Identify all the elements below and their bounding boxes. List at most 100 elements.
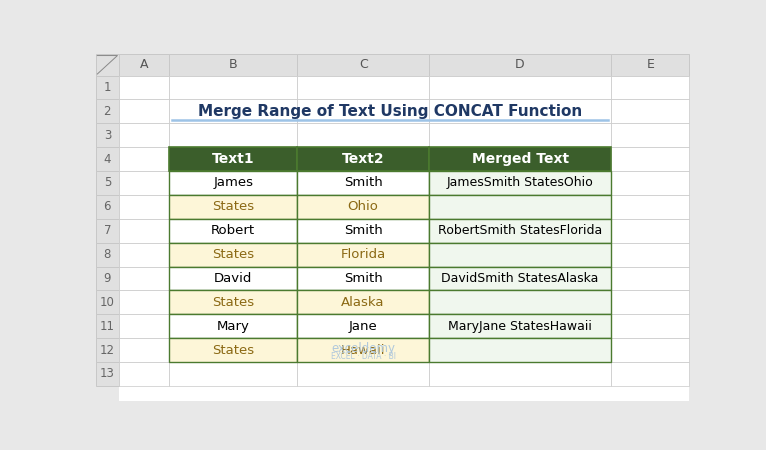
Bar [429, 266, 611, 290]
Bar [297, 290, 429, 314]
Bar [169, 243, 297, 266]
Bar [611, 290, 689, 314]
Bar [297, 338, 429, 362]
Bar [429, 219, 611, 243]
Bar [611, 362, 689, 386]
Bar [169, 362, 297, 386]
Bar [169, 338, 297, 362]
Text: A: A [140, 58, 149, 71]
Bar [169, 171, 297, 195]
Bar [169, 266, 297, 290]
Bar [119, 338, 169, 362]
Text: E: E [647, 58, 654, 71]
Bar [429, 243, 611, 266]
Bar [96, 99, 119, 123]
Text: C: C [358, 58, 368, 71]
Bar [297, 99, 429, 123]
Bar [297, 147, 429, 171]
Text: Hawaii: Hawaii [341, 343, 385, 356]
Bar [119, 54, 169, 76]
Text: 5: 5 [103, 176, 111, 189]
Bar [169, 290, 297, 314]
Bar [169, 338, 297, 362]
Text: B: B [229, 58, 237, 71]
Bar [297, 54, 429, 76]
Bar [169, 290, 297, 314]
Bar [429, 195, 611, 219]
Text: David: David [214, 272, 253, 285]
Text: Merged Text: Merged Text [472, 152, 568, 166]
Bar [96, 338, 119, 362]
Bar [169, 219, 297, 243]
Bar [297, 123, 429, 147]
Bar [119, 99, 169, 123]
Bar [119, 195, 169, 219]
Bar [297, 219, 429, 243]
Bar [429, 243, 611, 266]
Bar [119, 266, 169, 290]
Bar [96, 54, 119, 76]
Bar [297, 243, 429, 266]
Text: JamesSmith StatesOhio: JamesSmith StatesOhio [447, 176, 594, 189]
Bar [169, 54, 297, 76]
Text: States: States [212, 200, 254, 213]
Bar [96, 76, 119, 99]
Bar [611, 171, 689, 195]
Text: States: States [212, 248, 254, 261]
Bar [297, 266, 429, 290]
Text: Text1: Text1 [212, 152, 254, 166]
Bar [611, 123, 689, 147]
Bar [429, 147, 611, 171]
Bar [297, 76, 429, 99]
Bar [429, 219, 611, 243]
Text: 6: 6 [103, 200, 111, 213]
Bar [611, 243, 689, 266]
Bar [169, 266, 297, 290]
Bar [169, 314, 297, 338]
Bar [429, 290, 611, 314]
Text: 4: 4 [103, 153, 111, 166]
Bar [297, 195, 429, 219]
Bar [119, 76, 169, 99]
Bar [429, 171, 611, 195]
Bar [169, 123, 297, 147]
Text: Jane: Jane [349, 320, 378, 333]
Text: EXCEL · DATA · BI: EXCEL · DATA · BI [331, 352, 395, 361]
Bar [297, 314, 429, 338]
Bar [96, 243, 119, 266]
Text: 12: 12 [100, 343, 115, 356]
Bar [96, 290, 119, 314]
Bar [297, 338, 429, 362]
Bar [429, 76, 611, 99]
Bar [429, 338, 611, 362]
Bar [429, 314, 611, 338]
Text: Text2: Text2 [342, 152, 385, 166]
Bar [169, 243, 297, 266]
Bar [611, 147, 689, 171]
Bar [297, 219, 429, 243]
Bar [119, 243, 169, 266]
Text: DavidSmith StatesAlaska: DavidSmith StatesAlaska [441, 272, 599, 285]
Text: 1: 1 [103, 81, 111, 94]
Bar [96, 147, 119, 171]
Bar [96, 362, 119, 386]
Bar [96, 195, 119, 219]
Bar [297, 243, 429, 266]
Text: 10: 10 [100, 296, 115, 309]
Text: Mary: Mary [217, 320, 250, 333]
Bar [297, 171, 429, 195]
Text: James: James [213, 176, 254, 189]
Bar [429, 314, 611, 338]
Text: States: States [212, 343, 254, 356]
Text: 11: 11 [100, 320, 115, 333]
Bar [429, 123, 611, 147]
Bar [96, 123, 119, 147]
Bar [297, 147, 429, 171]
Text: 8: 8 [103, 248, 111, 261]
Bar [119, 314, 169, 338]
Text: 9: 9 [103, 272, 111, 285]
Text: Robert: Robert [211, 224, 255, 237]
Text: exceldemy: exceldemy [331, 342, 395, 356]
Text: Smith: Smith [344, 224, 382, 237]
Text: States: States [212, 296, 254, 309]
